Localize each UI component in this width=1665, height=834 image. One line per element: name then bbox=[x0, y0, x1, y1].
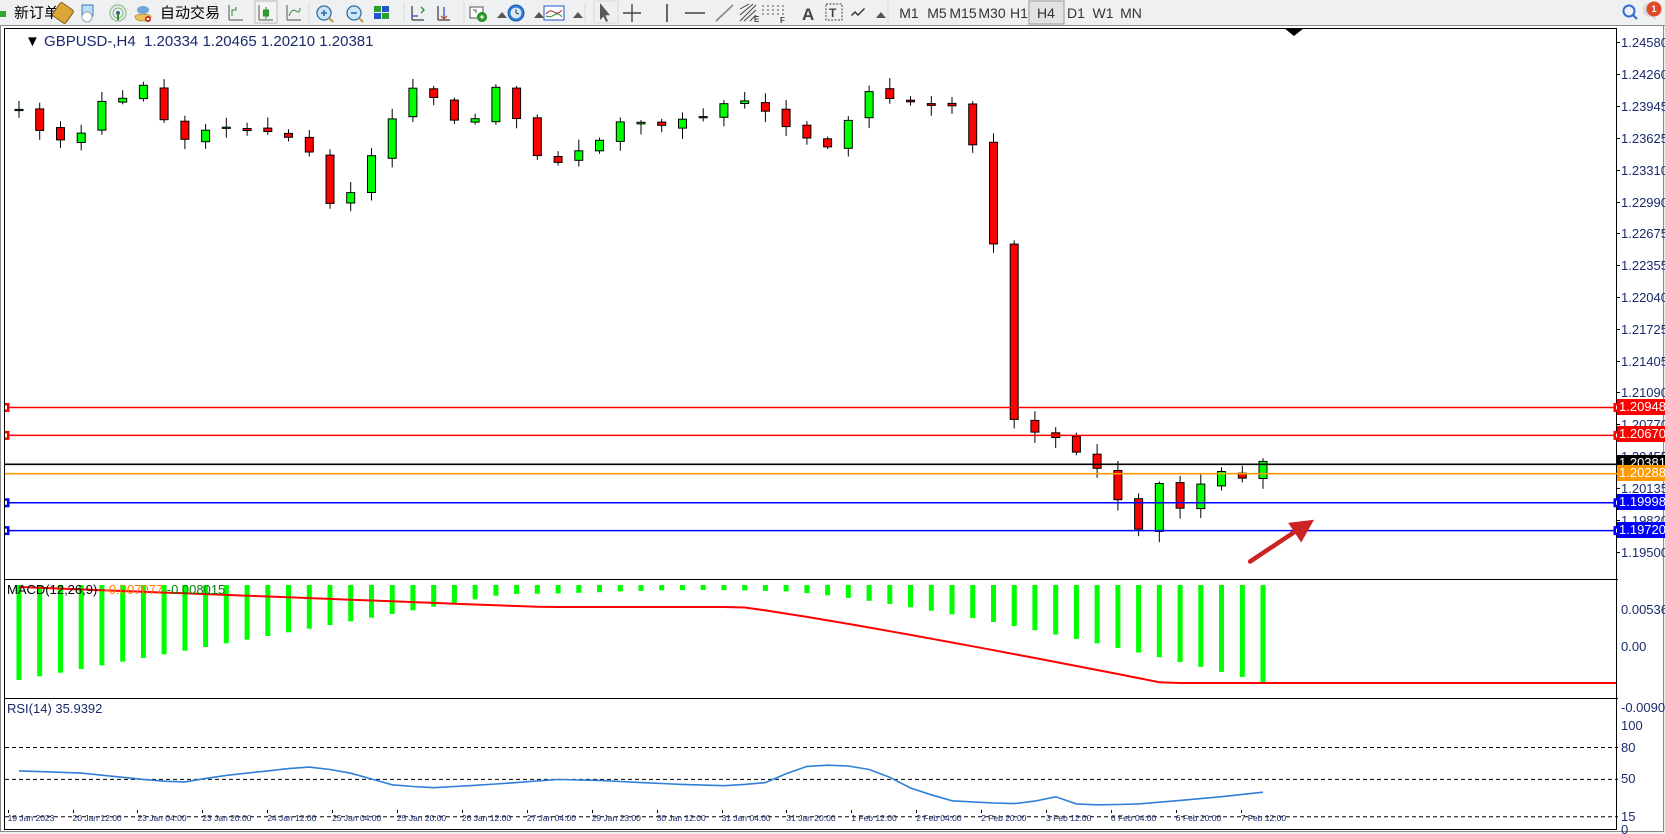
svg-text:M15: M15 bbox=[949, 5, 976, 21]
svg-text:MN: MN bbox=[1120, 5, 1142, 21]
svg-text:T: T bbox=[829, 6, 837, 20]
svg-text:H4: H4 bbox=[1037, 5, 1055, 21]
svg-text:H1: H1 bbox=[1010, 5, 1028, 21]
svg-text:M30: M30 bbox=[978, 5, 1005, 21]
svg-text:F: F bbox=[780, 16, 785, 25]
svg-text:M1: M1 bbox=[899, 5, 919, 21]
svg-text:1: 1 bbox=[1651, 4, 1656, 14]
svg-text:W1: W1 bbox=[1093, 5, 1114, 21]
svg-text:自动交易: 自动交易 bbox=[160, 2, 220, 23]
svg-text:E: E bbox=[754, 15, 760, 24]
svg-text:D1: D1 bbox=[1067, 5, 1085, 21]
svg-text:新订单: 新订单 bbox=[14, 2, 59, 23]
svg-text:A: A bbox=[802, 5, 814, 24]
svg-text:M5: M5 bbox=[927, 5, 947, 21]
